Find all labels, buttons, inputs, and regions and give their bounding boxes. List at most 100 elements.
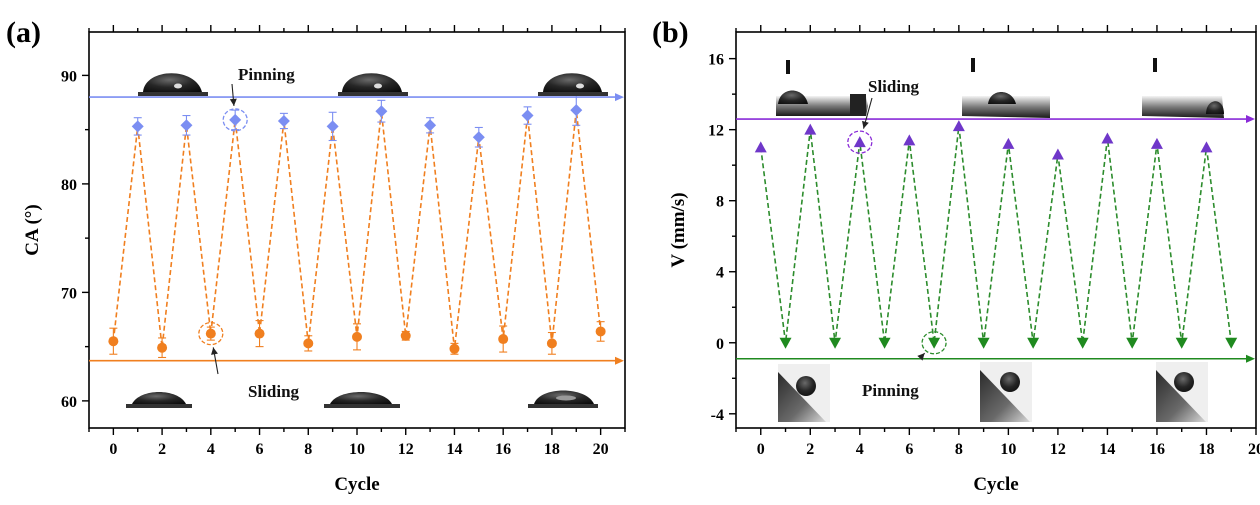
panel-a-chart: 0 2 4 6 8 10 12 14 16 18 20 60 70 80 90 Cycle CA (°) Pinn…: [22, 25, 626, 495]
annotation-label: Sliding: [868, 77, 920, 96]
data-point-circle: [498, 334, 509, 345]
x-axis-title: Cycle: [973, 474, 1018, 495]
sliding-image-b-2: [962, 58, 1050, 118]
data-point-triangle-down: [1076, 337, 1089, 349]
x-tick-label: 10: [349, 441, 365, 458]
annotation-arrowhead: [211, 347, 218, 355]
data-point-triangle-down: [1126, 337, 1139, 349]
data-point-circle: [595, 326, 606, 337]
x-tick-label: 2: [806, 441, 814, 458]
x-tick-label: 6: [905, 441, 913, 458]
reference-line-arrowhead: [615, 356, 624, 365]
data-point-triangle-up: [1150, 137, 1163, 149]
y-tick-label: 0: [716, 336, 724, 353]
x-tick-label: 16: [1149, 441, 1165, 458]
data-point-circle: [157, 342, 168, 353]
panel-label-b: (b): [652, 16, 689, 49]
x-tick-label: 10: [1000, 441, 1016, 458]
y-tick-label: 12: [708, 123, 724, 140]
annotation-arrowhead: [862, 120, 869, 129]
reference-line-arrowhead: [1246, 354, 1255, 363]
droplet-image-a-bottom-1: [126, 392, 192, 408]
annotation-label: Sliding: [248, 382, 300, 401]
annotation-highlight: [847, 130, 873, 154]
droplet-image-a-bottom-2: [324, 392, 400, 408]
annotation-arrowhead: [229, 98, 237, 106]
x-tick-label: 6: [256, 441, 264, 458]
x-tick-label: 16: [495, 441, 511, 458]
panel-b-chart: 0 2 4 6 8 10 12 14 16 18 20 -4 0 4 8 12 16 Cycle V (mm/s) S…: [668, 25, 1260, 495]
y-tick-label: -4: [711, 407, 724, 424]
x-tick-label: 4: [207, 441, 215, 458]
data-point-triangle-up: [1051, 148, 1064, 160]
plot-frame: [735, 31, 1257, 429]
pinning-image-b-2: [980, 362, 1032, 422]
data-point-triangle-down: [1225, 337, 1238, 349]
data-point-diamond: [570, 104, 583, 117]
droplet-image-a-top-1: [138, 73, 208, 96]
data-point-triangle-up: [754, 141, 767, 153]
y-tick-label: 90: [61, 68, 77, 85]
data-point-circle: [400, 330, 411, 341]
droplet-image-a-top-3: [538, 73, 608, 96]
data-point-diamond: [277, 114, 290, 127]
data-point-diamond: [375, 105, 388, 118]
annotation-label: Pinning: [238, 65, 295, 84]
data-point-diamond: [326, 120, 339, 133]
annotation-highlight: [198, 321, 224, 346]
data-point-triangle-down: [1175, 337, 1188, 349]
annotation-arrowhead: [917, 353, 925, 361]
data-point-triangle-up: [804, 123, 817, 135]
data-point-diamond: [472, 131, 485, 144]
pinning-image-b-3: [1156, 362, 1208, 422]
data-point-triangle-up: [1002, 137, 1015, 149]
annotation-highlight: [921, 331, 947, 355]
data-point-triangle-down: [977, 337, 990, 349]
data-point-triangle-up: [853, 136, 866, 148]
data-point-diamond: [131, 120, 144, 133]
data-point-triangle-down: [829, 337, 842, 349]
x-tick-label: 20: [1248, 441, 1260, 458]
x-tick-label: 0: [757, 441, 765, 458]
x-tick-label: 0: [109, 441, 117, 458]
data-point-circle: [254, 328, 265, 339]
data-point-diamond: [229, 113, 242, 126]
x-tick-label: 12: [1050, 441, 1066, 458]
data-point-triangle-down: [779, 337, 792, 349]
y-tick-label: 70: [61, 285, 77, 302]
x-tick-label: 20: [593, 441, 609, 458]
x-tick-label: 14: [1099, 441, 1115, 458]
panel-label-a: (a): [6, 16, 41, 49]
x-tick-label: 18: [1198, 441, 1214, 458]
data-point-circle: [205, 328, 216, 339]
data-point-triangle-down: [928, 337, 941, 349]
y-tick-label: 16: [708, 52, 724, 69]
y-tick-label: 8: [716, 194, 724, 211]
zigzag-connector: [112, 110, 602, 349]
zigzag-connector: [759, 126, 1233, 343]
pinning-image-b-1: [778, 364, 830, 422]
data-point-triangle-up: [903, 134, 916, 146]
data-point-diamond: [424, 119, 437, 132]
data-point-diamond: [180, 119, 193, 132]
x-tick-label: 14: [446, 441, 462, 458]
y-tick-label: 80: [61, 177, 77, 194]
data-point-triangle-down: [1027, 337, 1040, 349]
reference-line-arrowhead: [615, 93, 624, 102]
droplet-image-a-top-2: [338, 73, 408, 96]
data-point-triangle-up: [1101, 132, 1114, 144]
droplet-image-a-bottom-3: [528, 390, 598, 408]
reference-line-arrowhead: [1246, 115, 1255, 124]
y-axis-title: CA (°): [22, 204, 43, 255]
data-point-circle: [546, 338, 557, 349]
sliding-image-b-1: [776, 60, 868, 116]
y-axis-title: V (mm/s): [668, 192, 689, 267]
data-point-circle: [108, 336, 119, 347]
x-tick-label: 18: [544, 441, 560, 458]
x-tick-label: 4: [856, 441, 864, 458]
data-point-circle: [352, 331, 362, 342]
data-point-triangle-up: [1200, 141, 1213, 153]
data-point-circle: [303, 338, 314, 349]
y-tick-label: 4: [716, 265, 724, 282]
